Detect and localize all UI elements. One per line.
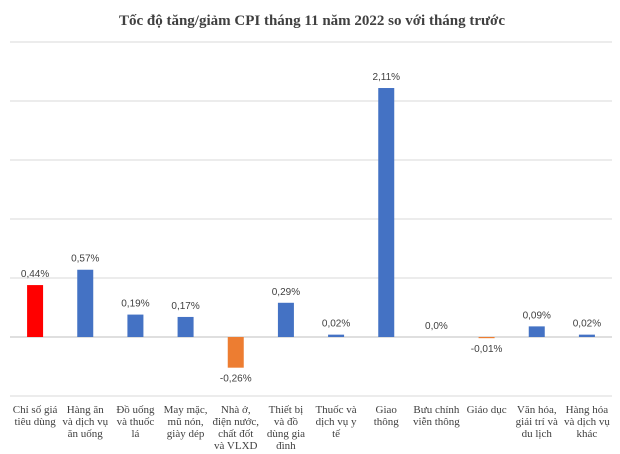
data-label-11: 0,02% [573,319,601,330]
data-label-4: -0,26% [220,374,252,385]
bar-10 [528,326,545,337]
category-label-line: thông [374,416,400,428]
category-label-line: chất đốt [218,428,253,440]
bar-3 [177,316,194,337]
category-label-line: và thuốc [117,416,155,428]
category-label-line: khác [577,428,598,440]
category-label-line: và dịch vụ [564,416,610,428]
category-label-line: giải trí và [516,416,558,428]
category-label-line: ăn uống [68,428,104,440]
gridlines [10,41,612,397]
category-label-line: Văn hóa, [517,404,557,416]
bar-2 [127,314,144,337]
category-label-line: viễn thông [413,416,460,428]
bar-11 [578,334,595,337]
category-label-line: du lịch [522,428,553,440]
category-label-line: Nhà ở, [221,404,251,416]
category-label-line: và đồ [274,416,299,428]
category-label-4: Nhà ở, điện nước, chất đốt và VLXD [212,404,259,452]
category-label-line: Bưu chính [413,404,459,416]
category-label-line: giày dép [167,428,205,440]
category-label-line: dịch vụ y [316,416,357,428]
data-label-3: 0,17% [171,301,199,312]
data-label-0: 0,44% [21,269,49,280]
category-label-9: Giáo dục [467,404,507,416]
data-label-6: 0,02% [322,319,350,330]
category-label-1: Hàng ăn và dịch vụ ăn uống [62,404,108,440]
bar-7 [378,88,395,338]
bar-5 [277,302,294,337]
data-label-9: -0,01% [471,344,503,355]
category-label-line: Chỉ số giá [13,404,58,416]
chart-title: Tốc độ tăng/giảm CPI tháng 11 năm 2022 s… [119,13,505,29]
data-label-8: 0,0% [425,321,448,332]
category-label-line: dùng gia [267,428,305,440]
category-label-line: đình [276,440,296,452]
category-label-line: mũ nón, [168,416,204,428]
bar-6 [328,334,345,337]
category-label-2: Đồ uống và thuốc lá [116,404,155,440]
category-label-6: Thuốc và dịch vụ y tế [315,404,357,440]
category-label-line: Giao [376,404,398,416]
category-label-line: tiêu dùng [14,416,56,428]
data-label-2: 0,19% [121,299,149,310]
category-label-10: Văn hóa, giải trí và du lịch [516,404,558,440]
bar-0 [27,285,44,337]
category-label-0: Chỉ số giá tiêu dùng [13,404,58,428]
category-label-3: May mặc, mũ nón, giày dép [164,404,208,440]
data-label-5: 0,29% [272,287,300,298]
category-label-line: May mặc, [164,404,208,416]
category-label-line: Giáo dục [467,404,507,416]
bars [27,88,595,368]
category-label-7: Giao thông [374,404,400,428]
category-label-line: Hàng hóa [566,404,609,416]
data-labels: 0,44% 0,57% 0,19% 0,17% -0,26% 0,29% 0,02% 2,11… [21,72,601,385]
category-label-11: Hàng hóa và dịch vụ khác [564,404,610,440]
category-label-line: tế [332,428,341,440]
category-label-5: Thiết bị và đồ dùng gia đình [267,404,305,452]
bar-9 [478,337,495,339]
category-label-line: Đồ uống [116,404,155,416]
data-label-1: 0,57% [71,254,99,265]
category-label-8: Bưu chính viễn thông [413,404,460,428]
category-label-line: Thuốc và [315,404,356,416]
data-label-10: 0,09% [523,310,551,321]
category-label-line: và VLXD [214,440,258,452]
category-label-line: Hàng ăn [67,404,104,416]
bar-4 [227,337,244,368]
data-label-7: 2,11% [372,72,400,83]
category-label-line: điện nước, [212,416,259,428]
category-label-line: Thiết bị [269,404,304,416]
category-label-line: và dịch vụ [62,416,108,428]
bar-1 [77,269,94,337]
category-label-line: lá [131,428,139,440]
